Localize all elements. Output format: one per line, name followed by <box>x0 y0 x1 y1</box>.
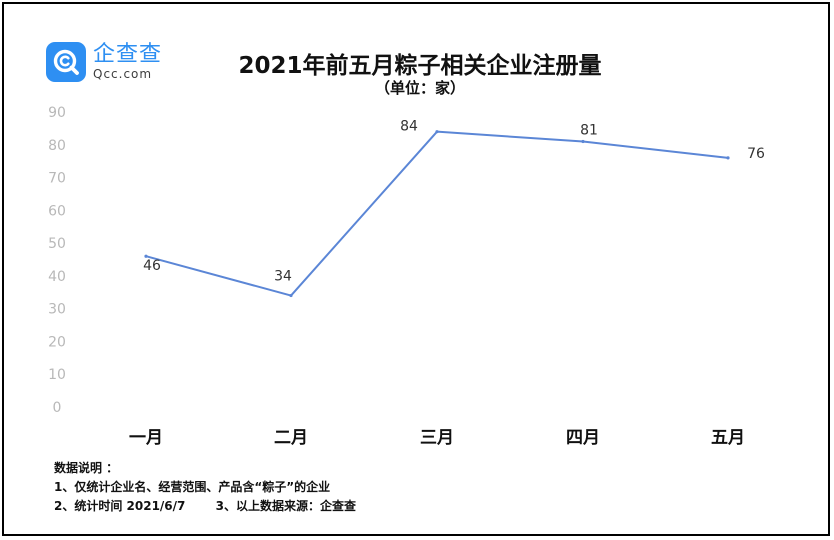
y-tick-label: 0 <box>53 400 62 416</box>
data-point <box>144 254 148 258</box>
y-tick-label: 80 <box>48 138 66 154</box>
qcc-logo-icon <box>46 42 86 82</box>
notes-line-2b: 3、以上数据来源：企查查 <box>215 499 356 513</box>
data-label: 81 <box>580 123 598 139</box>
series-line <box>145 130 729 297</box>
qcc-logo: 企查查 Qcc.com <box>46 42 162 82</box>
data-point <box>289 293 293 298</box>
data-point <box>581 139 585 144</box>
y-tick-label: 60 <box>48 203 66 219</box>
y-tick-label: 10 <box>48 367 66 383</box>
y-tick-label: 70 <box>48 171 66 187</box>
chart-title: 2021年前五月粽子相关企业注册量 <box>238 53 602 79</box>
y-tick-label: 30 <box>48 302 66 318</box>
x-tick-label: 四月 <box>566 428 600 448</box>
notes-heading: 数据说明 ： <box>54 461 119 475</box>
x-tick-label: 三月 <box>420 428 454 448</box>
notes-line-1: 1、仅统计企业名、经营范围、产品含“粽子”的企业 <box>54 480 331 494</box>
notes-line-2a: 2、统计时间 2021/6/7 <box>54 499 186 513</box>
y-tick-label: 20 <box>48 334 66 350</box>
y-tick-label: 90 <box>48 105 66 121</box>
x-tick-label: 一月 <box>129 428 163 448</box>
logo-name-cn: 企查查 <box>93 42 163 67</box>
chart-subtitle: （单位：家） <box>374 79 465 97</box>
data-notes: 数据说明 ： 1、仅统计企业名、经营范围、产品含“粽子”的企业 2、统计时间 2… <box>54 459 356 516</box>
data-label: 76 <box>747 146 765 162</box>
x-tick-label: 五月 <box>711 428 745 448</box>
x-tick-label: 二月 <box>274 428 308 448</box>
data-point <box>726 156 730 160</box>
y-tick-label: 40 <box>48 269 66 285</box>
logo-name-en: Qcc.com <box>93 67 153 81</box>
data-label: 46 <box>143 258 161 274</box>
y-tick-label: 50 <box>48 236 66 252</box>
data-label: 84 <box>400 119 418 135</box>
data-point <box>435 130 439 134</box>
data-label: 34 <box>274 269 292 285</box>
